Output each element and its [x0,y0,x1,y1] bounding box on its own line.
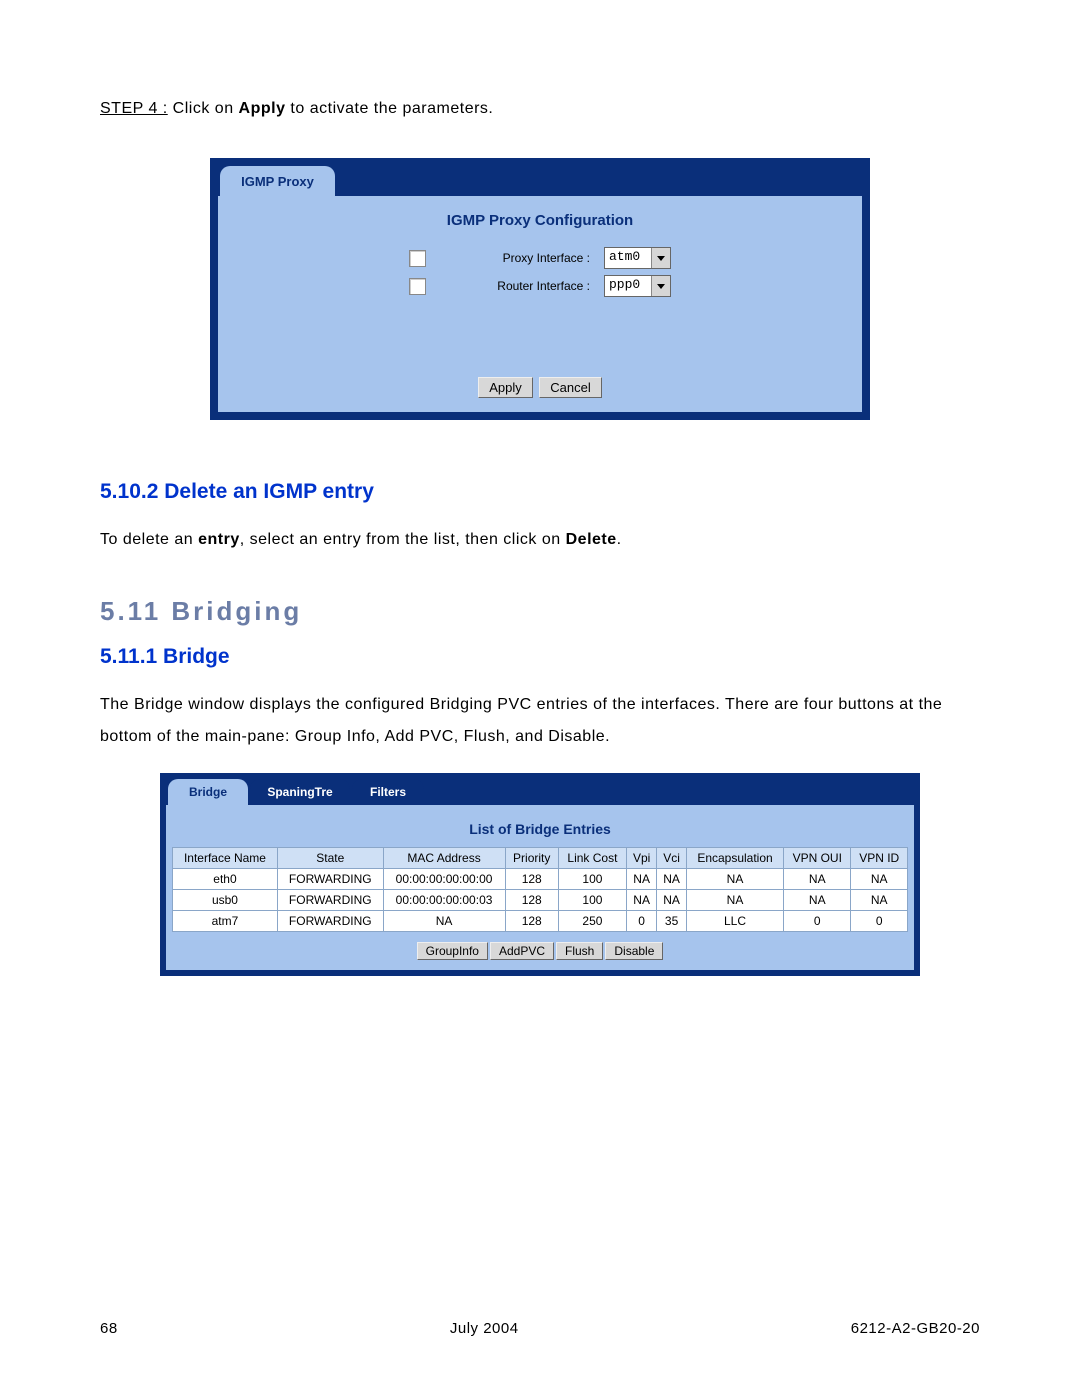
igmp-title: IGMP Proxy Configuration [228,212,852,229]
bridge-title: List of Bridge Entries [172,821,908,837]
igmp-panel: IGMP Proxy IGMP Proxy Configuration Prox… [210,158,870,420]
cell: FORWARDING [277,869,383,890]
apply-button[interactable]: Apply [478,377,533,398]
col-header: Priority [505,848,558,869]
bridge-table: Interface NameStateMAC AddressPriorityLi… [172,847,908,932]
doc-id: 6212-A2-GB20-20 [851,1320,980,1337]
groupinfo-button[interactable]: GroupInfo [417,942,488,960]
table-row: eth0FORWARDING00:00:00:00:00:00128100NAN… [173,869,908,890]
heading-delete-igmp: 5.10.2 Delete an IGMP entry [100,480,980,504]
cell: NA [657,890,687,911]
disable-button[interactable]: Disable [605,942,663,960]
col-header: MAC Address [383,848,505,869]
router-label: Router Interface : [440,279,590,293]
col-header: VPN OUI [784,848,851,869]
bridge-paragraph: The Bridge window displays the configure… [100,689,980,753]
page-number: 68 [100,1320,118,1337]
footer: 68 July 2004 6212-A2-GB20-20 [100,1320,980,1337]
igmp-buttons: Apply Cancel [228,377,852,398]
proxy-select-value: atm0 [605,248,651,268]
col-header: VPN ID [851,848,908,869]
del-b1: entry [198,531,240,548]
proxy-checkbox[interactable] [409,250,426,267]
chevron-down-icon [651,248,670,268]
footer-date: July 2004 [450,1320,519,1337]
cell: NA [784,869,851,890]
proxy-select[interactable]: atm0 [604,247,671,269]
bridge-body: List of Bridge Entries Interface NameSta… [166,805,914,970]
cell: 128 [505,890,558,911]
bridge-buttons: GroupInfoAddPVCFlushDisable [172,942,908,960]
cell: usb0 [173,890,278,911]
proxy-interface-row: Proxy Interface : atm0 [228,247,852,269]
igmp-tabs: IGMP Proxy [218,166,862,196]
step-bold: Apply [239,100,286,117]
delete-igmp-text: To delete an entry, select an entry from… [100,524,980,556]
del-post: . [617,531,622,548]
cell: NA [383,911,505,932]
step-mid: Click on [168,100,239,117]
cell: 128 [505,911,558,932]
cell: NA [851,869,908,890]
col-header: State [277,848,383,869]
cell: FORWARDING [277,890,383,911]
cell: NA [626,890,656,911]
step-text: STEP 4 : Click on Apply to activate the … [100,100,980,118]
step-suffix: to activate the parameters. [285,100,493,117]
cell: 100 [558,869,626,890]
step-prefix: STEP 4 : [100,100,168,117]
cell: NA [686,869,783,890]
col-header: Vci [657,848,687,869]
del-pre: To delete an [100,531,198,548]
table-header: Interface NameStateMAC AddressPriorityLi… [173,848,908,869]
tab-spanningtree[interactable]: SpaningTre [250,779,350,805]
cell: NA [626,869,656,890]
tab-bridge[interactable]: Bridge [168,779,248,805]
cell: 100 [558,890,626,911]
cell: atm7 [173,911,278,932]
cell: NA [657,869,687,890]
del-b2: Delete [566,531,617,548]
cell: NA [851,890,908,911]
router-checkbox[interactable] [409,278,426,295]
table-row: usb0FORWARDING00:00:00:00:00:03128100NAN… [173,890,908,911]
cell: 0 [851,911,908,932]
cell: NA [686,890,783,911]
router-select-value: ppp0 [605,276,651,296]
cell: 128 [505,869,558,890]
chevron-down-icon [651,276,670,296]
bridge-panel: Bridge SpaningTre Filters List of Bridge… [160,773,920,976]
cell: 00:00:00:00:00:03 [383,890,505,911]
flush-button[interactable]: Flush [556,942,603,960]
heading-bridging: 5.11 Bridging [100,596,980,627]
cell: 00:00:00:00:00:00 [383,869,505,890]
router-select[interactable]: ppp0 [604,275,671,297]
col-header: Vpi [626,848,656,869]
cell: 250 [558,911,626,932]
table-row: atm7FORWARDINGNA128250035LLC00 [173,911,908,932]
col-header: Encapsulation [686,848,783,869]
tab-igmp-proxy[interactable]: IGMP Proxy [220,166,335,196]
del-mid: , select an entry from the list, then cl… [240,531,566,548]
igmp-body: IGMP Proxy Configuration Proxy Interface… [218,196,862,412]
heading-bridge: 5.11.1 Bridge [100,645,980,669]
cell: 0 [626,911,656,932]
tab-filters[interactable]: Filters [352,779,424,805]
cell: LLC [686,911,783,932]
cell: eth0 [173,869,278,890]
cell: NA [784,890,851,911]
col-header: Link Cost [558,848,626,869]
cell: 0 [784,911,851,932]
col-header: Interface Name [173,848,278,869]
cell: FORWARDING [277,911,383,932]
cancel-button[interactable]: Cancel [539,377,601,398]
cell: 35 [657,911,687,932]
bridge-tabs: Bridge SpaningTre Filters [166,779,914,805]
proxy-label: Proxy Interface : [440,251,590,265]
router-interface-row: Router Interface : ppp0 [228,275,852,297]
addpvc-button[interactable]: AddPVC [490,942,554,960]
